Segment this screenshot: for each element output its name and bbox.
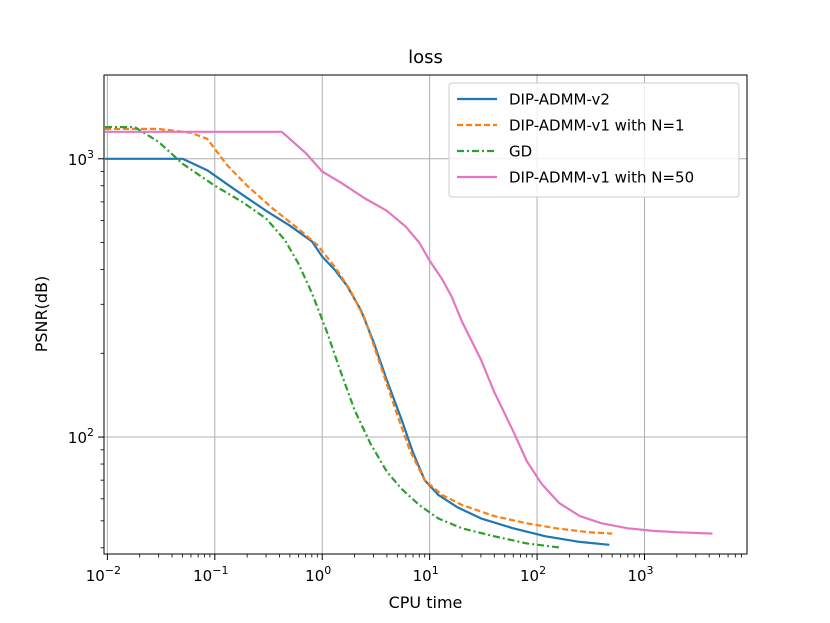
gridlines [104,75,747,554]
legend-label: DIP-ADMM-v2 [509,91,610,109]
x-tick-label: 10−1 [193,564,228,585]
x-axis-label: CPU time [389,593,463,612]
x-tick-label: 101 [413,564,439,585]
legend-label: DIP-ADMM-v1 with N=50 [509,169,694,187]
plot-frame [103,74,748,555]
x-tick-label: 103 [627,564,653,585]
x-axis-ticks: 10−2 10−1 100 101 102 103 [86,554,742,585]
series-line-4 [105,130,713,535]
legend-label: GD [509,143,532,161]
series-line-3 [105,126,562,549]
series-layer [105,126,713,549]
y-axis-label: PSNR(dB) [32,276,51,353]
legend-box [448,82,740,198]
x-tick-label: 102 [520,564,546,585]
x-tick-label: 100 [305,564,331,585]
y-tick-label: 103 [68,148,94,169]
y-axis-ticks: 102 103 [68,148,104,549]
series-line-2 [105,127,613,535]
chart-title: loss [408,47,443,68]
legend-label: DIP-ADMM-v1 with N=1 [509,117,685,135]
x-tick-label: 10−2 [86,564,121,585]
legend: DIP-ADMM-v2 DIP-ADMM-v1 with N=1 GD DIP-ADM… [448,82,740,198]
y-tick-label: 102 [68,426,94,447]
